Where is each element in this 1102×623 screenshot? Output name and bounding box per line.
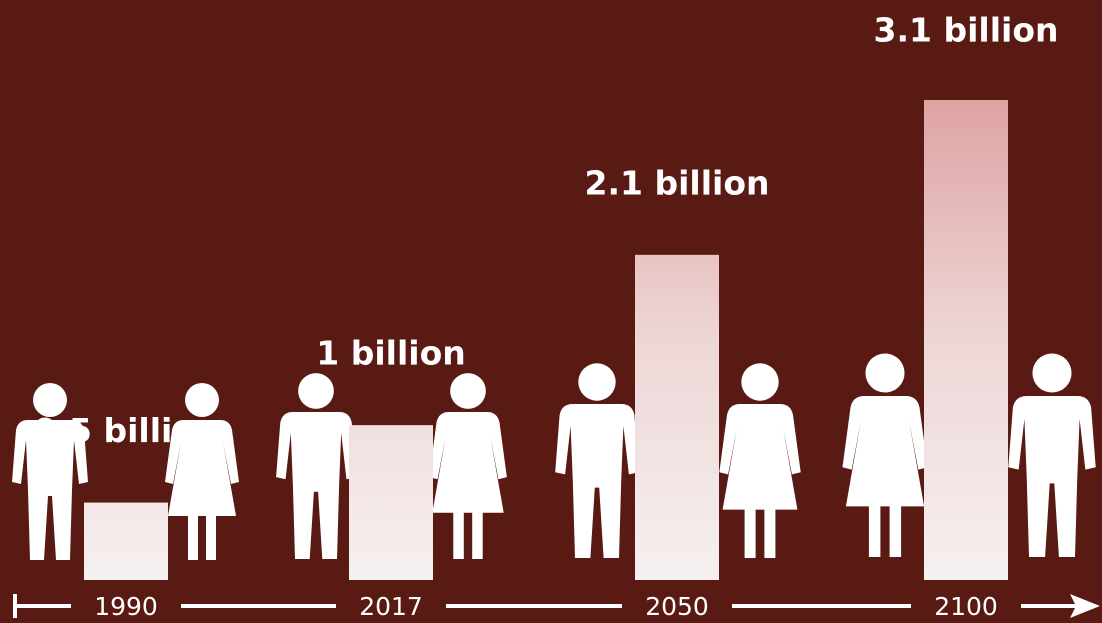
- value-label: 3.1 billion: [874, 11, 1059, 50]
- man-icon: [555, 363, 639, 558]
- bar: [349, 425, 433, 580]
- bar: [635, 254, 719, 580]
- woman-icon: [165, 383, 239, 560]
- woman-icon: [719, 363, 801, 558]
- year-label-bg: [336, 592, 446, 620]
- woman-icon: [429, 373, 507, 559]
- year-label: 2050: [645, 592, 709, 621]
- bar: [84, 502, 168, 580]
- bar: [924, 100, 1008, 580]
- year-label: 2017: [359, 592, 423, 621]
- woman-icon: [842, 353, 928, 557]
- value-label: 0.5 billion: [34, 411, 219, 450]
- year-label-bg: [71, 592, 181, 620]
- man-icon: [276, 373, 356, 559]
- timeline-arrow: [1070, 594, 1100, 618]
- year-label-bg: [911, 592, 1021, 620]
- value-label: 2.1 billion: [585, 163, 770, 202]
- man-icon: [1008, 353, 1096, 557]
- man-icon: [12, 383, 88, 560]
- value-label: 1 billion: [316, 334, 465, 373]
- year-label: 2100: [934, 592, 998, 621]
- year-label-bg: [622, 592, 732, 620]
- year-label: 1990: [94, 592, 158, 621]
